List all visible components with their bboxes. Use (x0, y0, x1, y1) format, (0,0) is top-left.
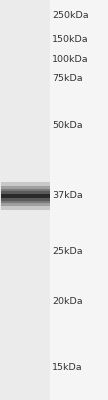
Bar (50, 0, 108, 400)
Bar (1, 182, 50, 210)
Text: 75kDa: 75kDa (52, 74, 83, 83)
Text: 250kDa: 250kDa (52, 12, 88, 20)
Text: 150kDa: 150kDa (52, 35, 88, 44)
Text: 20kDa: 20kDa (52, 298, 83, 306)
Bar (1, 189, 50, 203)
Bar (1, 190, 50, 201)
Bar (1, 186, 50, 206)
Text: 15kDa: 15kDa (52, 364, 83, 372)
Bar (0, 0, 50, 400)
Text: 50kDa: 50kDa (52, 122, 83, 130)
Text: 37kDa: 37kDa (52, 192, 83, 200)
Text: 100kDa: 100kDa (52, 55, 88, 64)
Bar (1, 194, 50, 198)
Text: 25kDa: 25kDa (52, 248, 83, 256)
